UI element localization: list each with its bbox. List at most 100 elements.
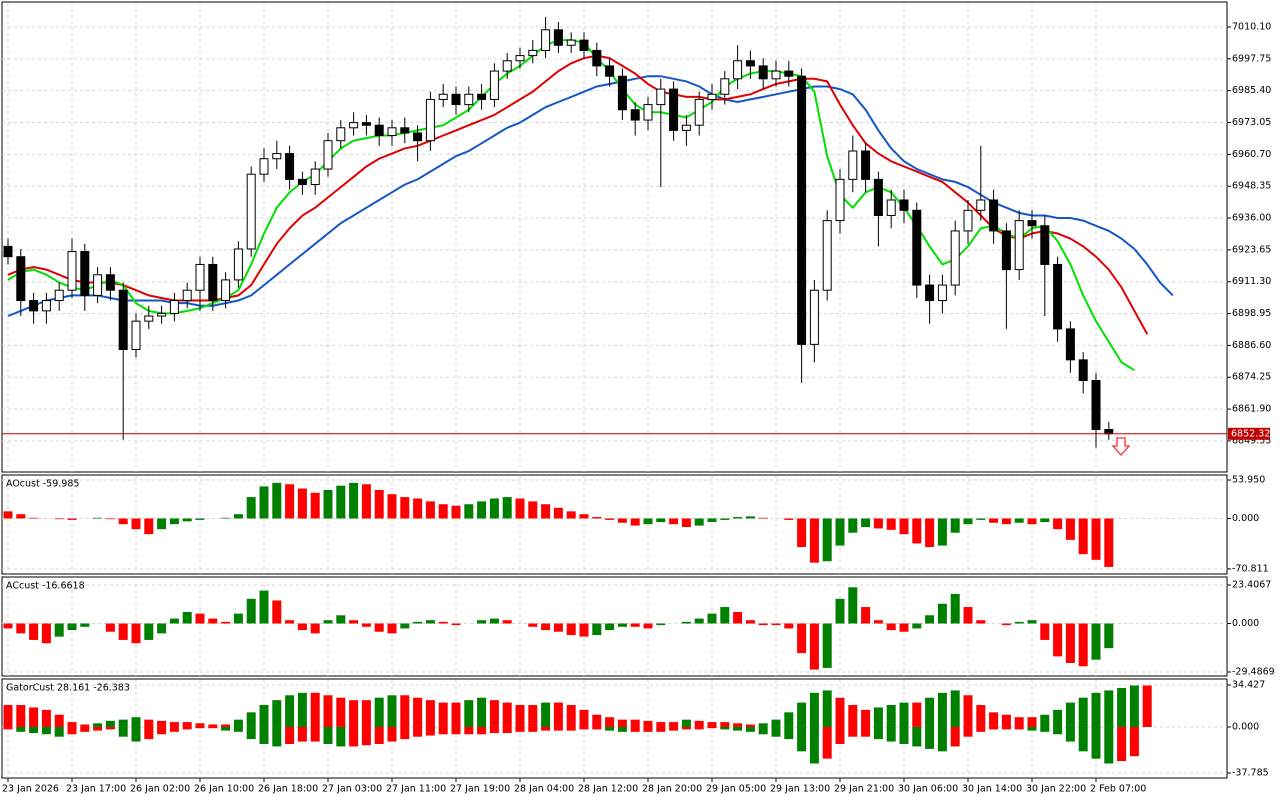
candle-body — [93, 274, 103, 296]
histogram-bar — [157, 623, 167, 634]
histogram-bar — [400, 497, 410, 519]
histogram-bar — [118, 518, 128, 525]
gator-bar — [464, 726, 474, 735]
histogram-bar — [323, 489, 333, 519]
candle-body — [361, 122, 371, 126]
y-tick-label: 23.4067 — [1232, 579, 1271, 590]
histogram-bar — [131, 518, 141, 530]
x-tick-label: 26 Jan 10:00 — [194, 784, 254, 795]
candle-body — [54, 289, 64, 302]
gator-bar — [502, 702, 512, 727]
histogram-bar — [80, 623, 90, 627]
y-tick-label: 0.000 — [1232, 513, 1259, 524]
histogram-bar — [861, 607, 871, 624]
indicator-title: AOcust -59.985 — [6, 479, 79, 490]
gator-bar — [387, 726, 397, 742]
x-tick-label: 29 Jan 05:00 — [706, 784, 766, 795]
gator-bar — [669, 722, 679, 727]
candle-body — [976, 199, 986, 211]
gator-bar — [400, 726, 410, 740]
gator-bar — [541, 726, 551, 731]
histogram-bar — [566, 511, 576, 519]
histogram-bar — [809, 518, 819, 563]
y-tick-label: 7010.10 — [1232, 21, 1271, 32]
sell-arrow — [1111, 437, 1131, 456]
candle-body — [425, 98, 435, 142]
histogram-bar — [297, 623, 307, 631]
histogram-bar — [707, 518, 717, 523]
panel-frame — [1, 576, 1228, 677]
y-tick-label: 6861.90 — [1232, 404, 1271, 415]
gator-bar — [1104, 726, 1114, 764]
histogram-bar — [720, 518, 730, 520]
gator-bar — [41, 726, 51, 735]
histogram-bar — [681, 621, 691, 624]
candle-body — [157, 312, 167, 317]
candle-body — [105, 274, 115, 291]
gator-bar — [989, 712, 999, 727]
gator-bar — [310, 692, 320, 727]
gator-bar — [809, 692, 819, 727]
candle-body — [784, 70, 794, 77]
gator-bar — [1014, 726, 1024, 730]
histogram-bar — [886, 623, 896, 631]
y-tick-label: 6923.65 — [1232, 244, 1271, 255]
gator-bar — [208, 724, 218, 727]
gator-bar — [515, 726, 525, 732]
y-tick-label: 6886.60 — [1232, 340, 1271, 351]
y-tick-label: 6997.75 — [1232, 53, 1271, 64]
gator-bar — [925, 697, 935, 727]
histogram-bar — [502, 497, 512, 519]
gator-bar — [438, 726, 448, 735]
gator-bar — [80, 726, 90, 732]
histogram-bar — [809, 623, 819, 670]
gator-bar — [374, 697, 384, 727]
gator-bar — [861, 726, 871, 737]
y-tick-label: 6985.40 — [1232, 85, 1271, 96]
histogram-bar — [669, 518, 679, 525]
gator-bar — [528, 726, 538, 732]
histogram-bar — [1001, 623, 1011, 626]
histogram-bar — [605, 518, 615, 520]
gator-bar — [105, 726, 115, 730]
x-tick-label: 27 Jan 03:00 — [322, 784, 382, 795]
gator-bar — [758, 726, 768, 735]
gator-bar — [797, 726, 807, 752]
candle-body — [3, 245, 13, 258]
gator-bar — [566, 726, 576, 731]
gator-bar — [797, 702, 807, 727]
candle-body — [246, 173, 256, 250]
gator-bar — [54, 726, 64, 737]
gator-bar — [67, 722, 77, 727]
histogram-bar — [950, 518, 960, 533]
gator-bar — [1104, 690, 1114, 727]
gator-bar — [208, 726, 218, 729]
histogram-bar — [349, 482, 359, 519]
candle-body — [745, 60, 755, 67]
histogram-bar — [54, 623, 64, 637]
histogram-bar — [643, 623, 653, 629]
histogram-bar — [438, 504, 448, 519]
gator-bar — [976, 726, 986, 732]
histogram-bar — [131, 623, 141, 644]
gator-bar — [361, 700, 371, 727]
histogram-bar — [656, 623, 666, 626]
y-tick-label: 6911.30 — [1232, 276, 1271, 287]
candle-body — [272, 153, 282, 160]
y-tick-label: -70.811 — [1232, 563, 1269, 574]
histogram-bar — [745, 516, 755, 519]
panel-frame — [1, 1, 1228, 473]
histogram-bar — [694, 618, 704, 624]
histogram-bar — [873, 620, 883, 624]
gator-bar — [29, 726, 39, 734]
histogram-bar — [285, 484, 295, 519]
gator-bar — [605, 717, 615, 727]
candle-body — [413, 132, 423, 142]
candle-body — [1014, 220, 1024, 271]
gator-bar — [336, 697, 346, 727]
histogram-bar — [566, 623, 576, 636]
x-tick-label: 27 Jan 11:00 — [386, 784, 446, 795]
candle-body — [515, 55, 525, 62]
x-tick-label: 28 Jan 04:00 — [514, 784, 574, 795]
histogram-bar — [835, 518, 845, 546]
